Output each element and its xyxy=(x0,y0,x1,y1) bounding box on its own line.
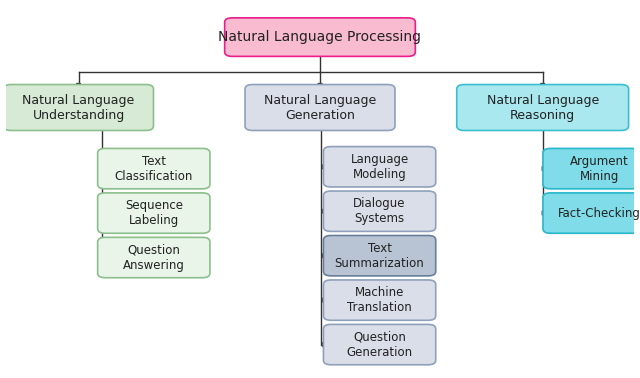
Text: Dialogue
Systems: Dialogue Systems xyxy=(353,197,406,225)
FancyBboxPatch shape xyxy=(245,85,395,130)
FancyBboxPatch shape xyxy=(323,235,436,276)
Text: Sequence
Labeling: Sequence Labeling xyxy=(125,199,183,227)
Text: Natural Language
Reasoning: Natural Language Reasoning xyxy=(486,93,599,121)
FancyBboxPatch shape xyxy=(98,193,210,233)
FancyBboxPatch shape xyxy=(98,237,210,278)
FancyBboxPatch shape xyxy=(225,18,415,56)
Text: Natural Language
Understanding: Natural Language Understanding xyxy=(22,93,134,121)
FancyBboxPatch shape xyxy=(98,149,210,189)
Text: Machine
Translation: Machine Translation xyxy=(348,286,412,314)
Text: Question
Generation: Question Generation xyxy=(346,331,413,359)
Text: Language
Modeling: Language Modeling xyxy=(351,153,409,181)
FancyBboxPatch shape xyxy=(543,149,640,189)
FancyBboxPatch shape xyxy=(323,147,436,187)
FancyBboxPatch shape xyxy=(323,324,436,365)
Text: Natural Language
Generation: Natural Language Generation xyxy=(264,93,376,121)
Text: Question
Answering: Question Answering xyxy=(123,243,185,271)
FancyBboxPatch shape xyxy=(323,280,436,320)
FancyBboxPatch shape xyxy=(543,193,640,233)
Text: Text
Summarization: Text Summarization xyxy=(335,242,424,270)
FancyBboxPatch shape xyxy=(457,85,628,130)
Text: Text
Classification: Text Classification xyxy=(115,155,193,183)
Text: Fact-Checking: Fact-Checking xyxy=(557,207,640,220)
Text: Natural Language Processing: Natural Language Processing xyxy=(218,30,422,44)
FancyBboxPatch shape xyxy=(4,85,154,130)
FancyBboxPatch shape xyxy=(323,191,436,231)
Text: Argument
Mining: Argument Mining xyxy=(570,155,628,183)
